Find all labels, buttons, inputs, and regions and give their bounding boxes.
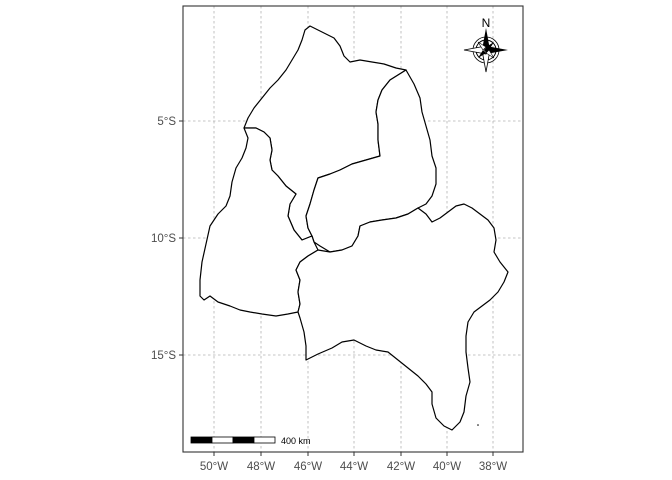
panel-border	[182, 5, 524, 453]
x-tick-label: 48°W	[247, 461, 275, 473]
x-tick-label: 40°W	[433, 461, 461, 473]
scale-segment-4	[253, 436, 276, 444]
x-tick-label: 50°W	[200, 461, 228, 473]
state-outlines	[199, 25, 509, 431]
north-label: N	[482, 16, 491, 30]
state-east	[295, 203, 509, 431]
x-axis-labels: 50°W 48°W 46°W 44°W 42°W 40°W 38°W	[200, 461, 507, 473]
scale-segment-3	[232, 436, 255, 444]
north-arrow-icon: N	[463, 16, 508, 73]
y-tick-label: 15°S	[151, 350, 176, 362]
x-tick-label: 44°W	[340, 461, 368, 473]
scale-bar-label: 400 km	[281, 436, 311, 446]
y-tick-label: 10°S	[151, 233, 176, 245]
x-tick-label: 42°W	[387, 461, 415, 473]
scale-bar: 400 km	[190, 436, 311, 446]
x-tick-label: 38°W	[479, 461, 507, 473]
y-axis-labels: 5°S 10°S 15°S	[151, 116, 176, 362]
y-tick-label: 5°S	[157, 116, 176, 128]
scale-segment-2	[211, 436, 234, 444]
island-dot	[477, 424, 479, 426]
x-tick-label: 46°W	[294, 461, 322, 473]
axis-ticks	[179, 120, 494, 456]
scale-segment-1	[190, 436, 213, 444]
